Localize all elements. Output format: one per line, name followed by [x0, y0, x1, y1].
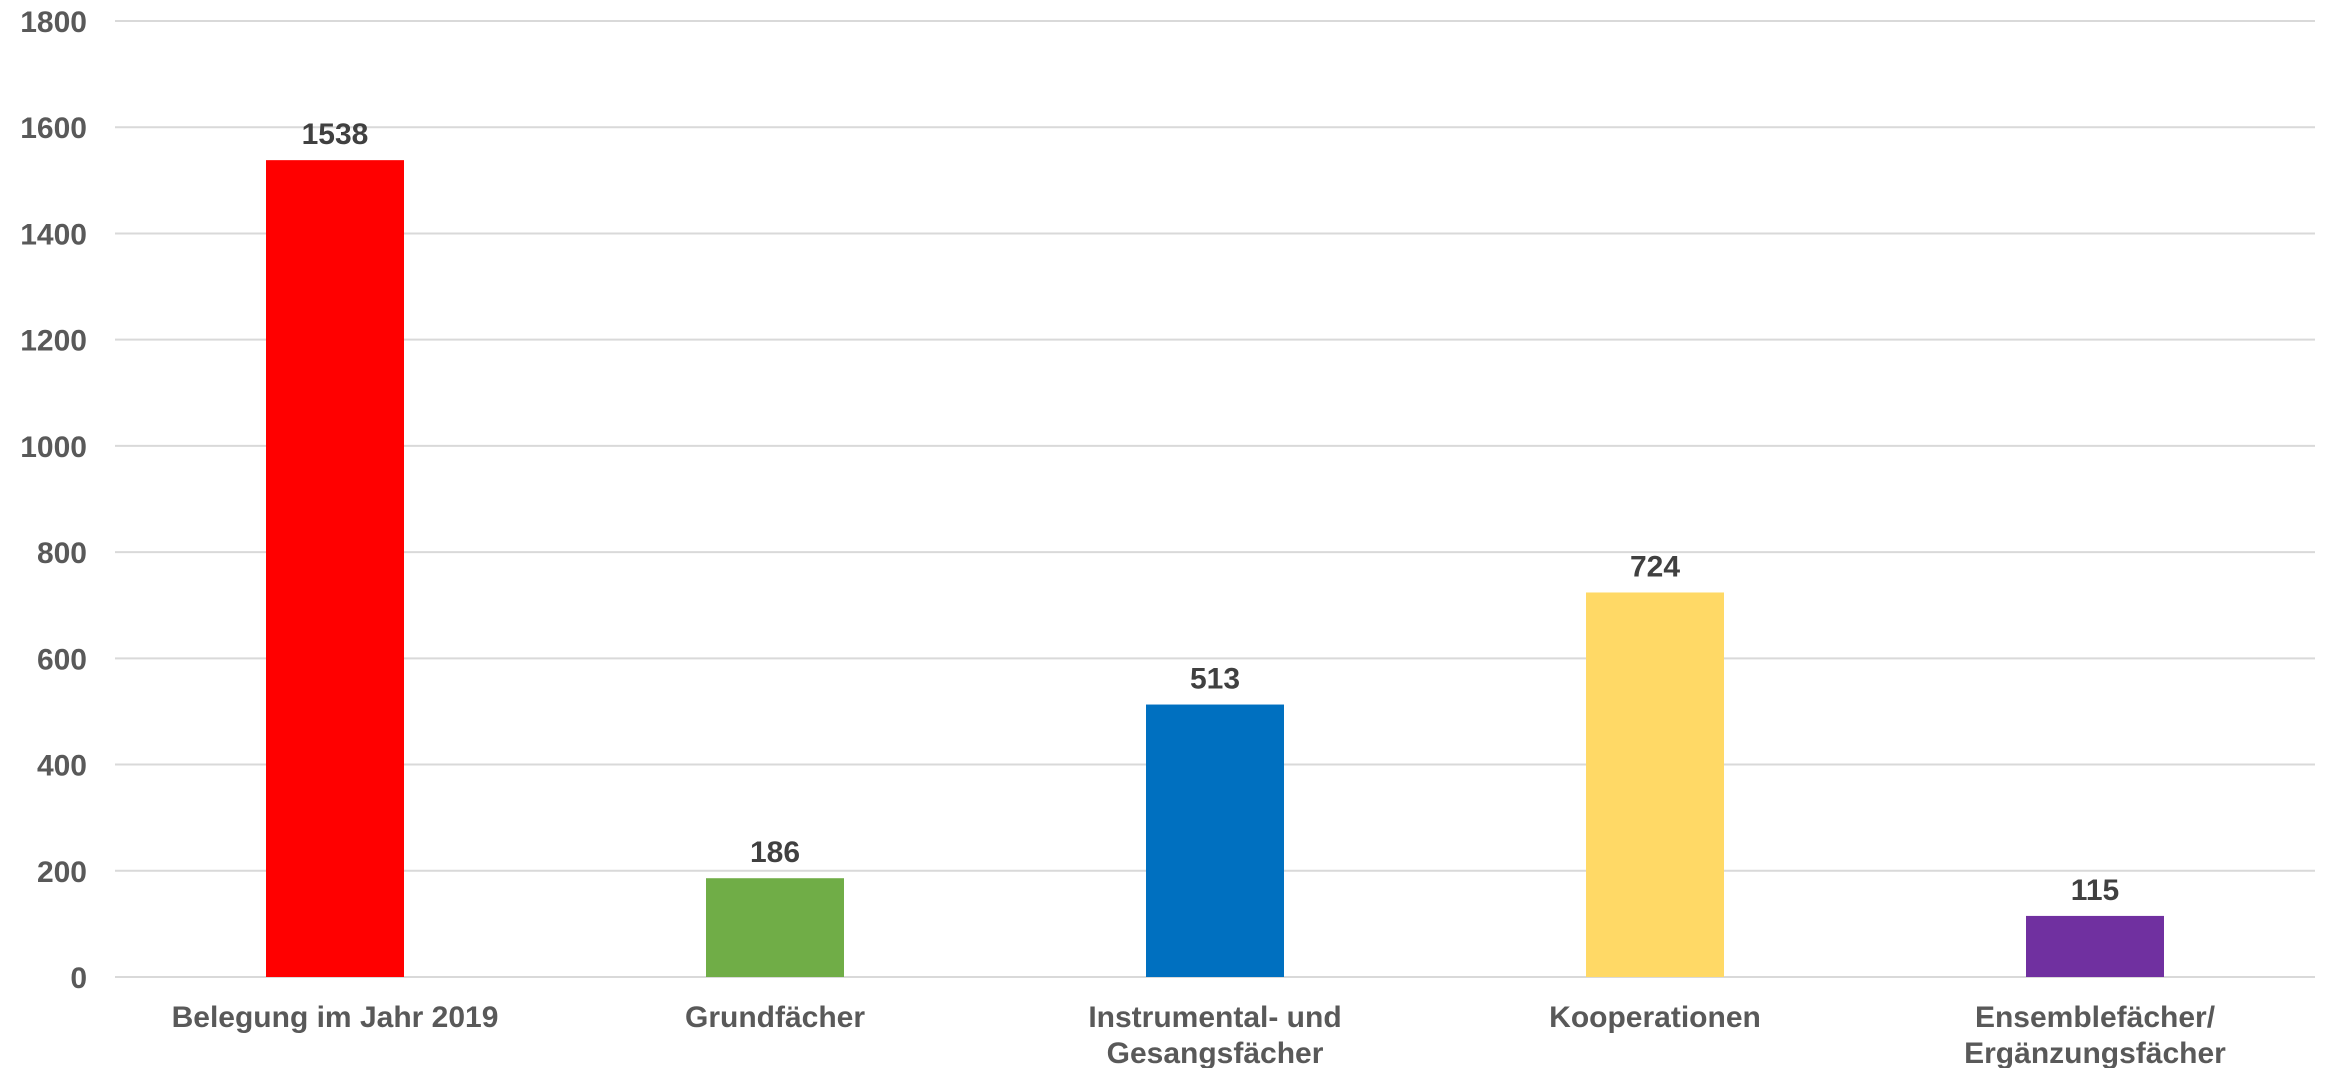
y-tick-label: 1000 [20, 431, 87, 464]
x-axis-category-labels: Belegung im Jahr 2019 Grundfächer Instrume… [172, 1001, 2227, 1070]
category-label-line: Gesangsfächer [1107, 1037, 1324, 1068]
y-tick-label: 0 [70, 962, 87, 995]
category-label: Instrumental- und Gesangsfächer [1088, 1001, 1341, 1068]
y-axis-tick-labels: 0 200 400 600 800 1000 1200 1400 1600 1800 [20, 6, 87, 995]
bar [706, 878, 844, 977]
bars [266, 160, 2164, 977]
category-label-line: Grundfächer [685, 1001, 865, 1034]
data-label: 186 [750, 836, 800, 869]
y-tick-label: 1800 [20, 6, 87, 39]
category-label-line: Ergänzungsfächer [1964, 1037, 2226, 1068]
bar [266, 160, 404, 977]
y-tick-label: 400 [37, 750, 87, 783]
category-label: Kooperationen [1549, 1001, 1761, 1034]
category-label: Ensemblefächer/Ergänzungsfächer [1964, 1001, 2226, 1068]
data-labels: 1538 186 513 724 115 [302, 118, 2120, 907]
category-label: Belegung im Jahr 2019 [172, 1001, 499, 1034]
y-tick-label: 600 [37, 643, 87, 676]
gridlines [115, 20, 2315, 978]
category-label: Grundfächer [685, 1001, 865, 1034]
category-label-line: Instrumental- und [1088, 1001, 1341, 1034]
data-label: 1538 [302, 118, 369, 151]
y-tick-label: 1200 [20, 325, 87, 358]
y-tick-label: 1400 [20, 218, 87, 251]
category-label-line: Ensemblefächer/ [1975, 1001, 2216, 1034]
y-tick-label: 800 [37, 537, 87, 570]
category-label-line: Kooperationen [1549, 1001, 1761, 1034]
y-tick-label: 200 [37, 856, 87, 889]
bar [2026, 915, 2164, 977]
data-label: 115 [2071, 874, 2119, 907]
bar [1146, 704, 1284, 977]
y-tick-label: 1600 [20, 112, 87, 145]
data-label: 724 [1630, 550, 1680, 583]
category-label-line: Belegung im Jahr 2019 [172, 1001, 499, 1034]
bar [1586, 592, 1724, 977]
data-label: 513 [1190, 663, 1240, 696]
